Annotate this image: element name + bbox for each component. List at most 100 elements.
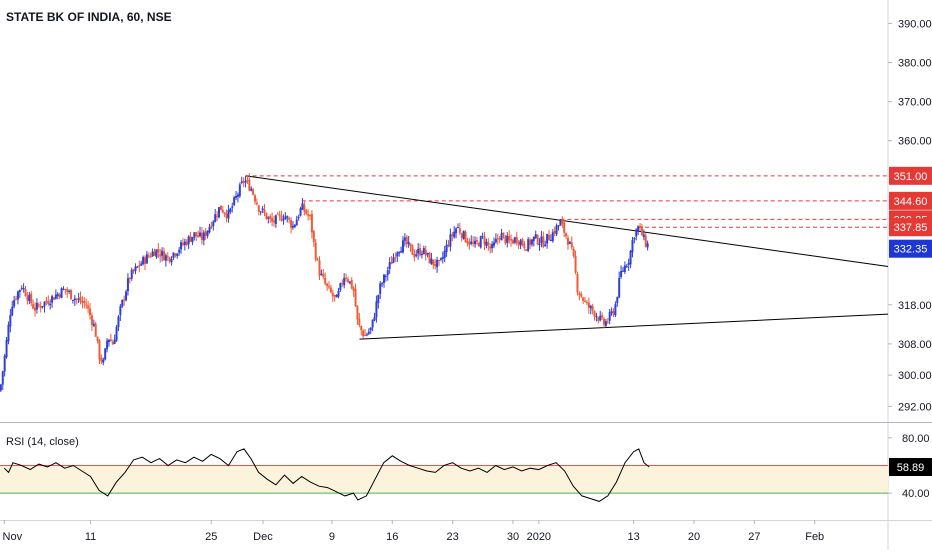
candle-body bbox=[254, 195, 257, 202]
candle-body bbox=[362, 330, 365, 337]
candle-body bbox=[428, 252, 431, 264]
price-badge-label: 332.35 bbox=[894, 244, 928, 256]
candle-body bbox=[316, 259, 319, 261]
candle-body bbox=[151, 251, 154, 257]
candle-body bbox=[437, 259, 440, 261]
candle-body bbox=[580, 293, 583, 297]
candle-body bbox=[20, 288, 23, 290]
candle-body bbox=[52, 297, 55, 300]
candle-body bbox=[117, 316, 120, 328]
candle-body bbox=[335, 294, 338, 298]
candle-body bbox=[136, 266, 139, 268]
x-tick-label: 2020 bbox=[527, 531, 551, 543]
candle-body bbox=[290, 220, 293, 228]
x-tick-label: 20 bbox=[688, 531, 700, 543]
candle-body bbox=[267, 217, 270, 219]
candle-body bbox=[107, 339, 110, 343]
x-tick-label: 9 bbox=[329, 531, 335, 543]
candle-body bbox=[126, 278, 129, 292]
candle-body bbox=[168, 257, 171, 262]
candle-body bbox=[71, 299, 74, 301]
candle-body bbox=[272, 220, 275, 223]
candle-body bbox=[549, 239, 552, 242]
candle-body bbox=[259, 211, 262, 213]
level-price-badge bbox=[889, 166, 932, 185]
candle-body bbox=[610, 311, 613, 313]
candle-body bbox=[544, 244, 547, 247]
y-tick-label: 318.00 bbox=[898, 300, 932, 312]
price-axis: 390.00 380.00 370.00 360.00 318.00 308.00 300.… bbox=[888, 18, 932, 413]
candle-body bbox=[159, 254, 162, 257]
candle-body bbox=[621, 270, 624, 272]
rsi-line[interactable] bbox=[3, 448, 650, 502]
candle-body bbox=[246, 180, 249, 182]
trendline[interactable] bbox=[245, 175, 889, 267]
candle-body bbox=[506, 236, 509, 243]
candle-body bbox=[132, 269, 135, 272]
candle-body bbox=[426, 252, 429, 255]
candle-body bbox=[599, 315, 602, 321]
candle-body bbox=[350, 279, 353, 289]
candle-body bbox=[286, 216, 289, 218]
y-tick-label: 390.00 bbox=[898, 18, 932, 30]
candle-body bbox=[341, 282, 344, 284]
candle-body bbox=[470, 241, 473, 244]
candle-body bbox=[301, 203, 304, 210]
candle-body bbox=[356, 305, 359, 320]
candle-body bbox=[142, 257, 145, 265]
x-tick-label: 30 bbox=[507, 531, 519, 543]
candle-body bbox=[134, 266, 137, 271]
candle-body bbox=[584, 300, 587, 302]
candle-body bbox=[106, 340, 109, 350]
candle-body bbox=[451, 234, 454, 237]
rsi-pane: 80.00 40.00 58.89 bbox=[0, 433, 932, 502]
candle-body bbox=[81, 301, 84, 303]
candle-body bbox=[191, 236, 194, 243]
candle-body bbox=[13, 300, 16, 307]
candle-body bbox=[329, 287, 332, 293]
candle-body bbox=[534, 234, 537, 238]
candle-body bbox=[348, 281, 351, 283]
candle-body bbox=[35, 302, 38, 310]
price-badge-label: 351.00 bbox=[894, 171, 928, 183]
candle-body bbox=[525, 249, 528, 251]
candle-body bbox=[293, 224, 296, 228]
candle-body bbox=[166, 256, 169, 258]
candle-body bbox=[396, 252, 399, 257]
y-tick-label: 360.00 bbox=[898, 136, 932, 148]
candle-body bbox=[563, 222, 566, 233]
candle-body bbox=[111, 342, 114, 345]
candle-body bbox=[432, 259, 435, 265]
candle-body bbox=[515, 237, 518, 243]
rsi-tick-label: 80.00 bbox=[902, 433, 930, 445]
candle-body bbox=[157, 249, 160, 253]
candles bbox=[0, 173, 649, 393]
candle-body bbox=[83, 300, 86, 304]
trendline[interactable] bbox=[359, 313, 889, 340]
candle-body bbox=[90, 315, 93, 325]
candle-body bbox=[466, 241, 469, 244]
candle-body bbox=[401, 240, 404, 253]
candle-body bbox=[327, 286, 330, 288]
candle-body bbox=[49, 303, 52, 306]
candle-body bbox=[92, 323, 95, 326]
candle-body bbox=[527, 239, 530, 251]
candle-body bbox=[576, 273, 579, 293]
candle-body bbox=[75, 298, 78, 300]
candle-body bbox=[587, 302, 590, 308]
candle-body bbox=[297, 216, 300, 219]
candle-body bbox=[508, 235, 511, 241]
candle-body bbox=[229, 208, 232, 212]
candle-body bbox=[365, 334, 368, 336]
candle-body bbox=[242, 180, 245, 183]
candle-body bbox=[200, 232, 203, 241]
candle-body bbox=[261, 208, 264, 210]
candle-body bbox=[434, 263, 437, 266]
candle-body bbox=[343, 277, 346, 286]
candle-body bbox=[637, 226, 640, 231]
candle-body bbox=[164, 255, 167, 261]
candle-body bbox=[456, 227, 459, 229]
candle-body bbox=[500, 233, 503, 241]
